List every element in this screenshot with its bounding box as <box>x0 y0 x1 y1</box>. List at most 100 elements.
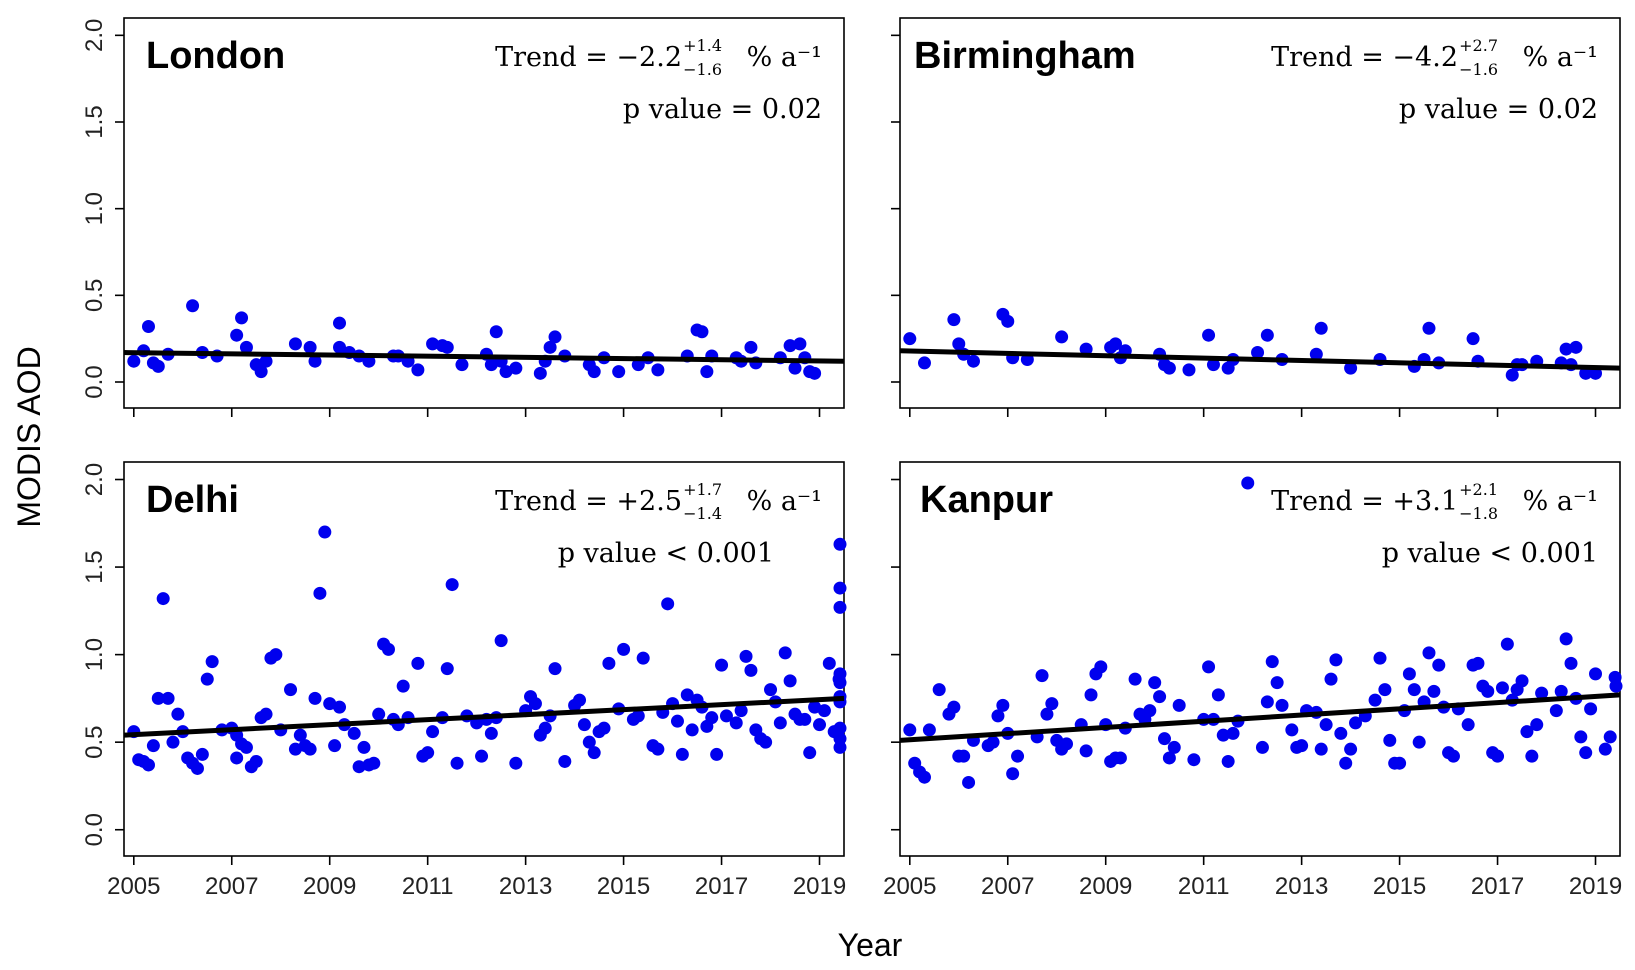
kanpur-data-point <box>1584 702 1598 716</box>
delhi-data-point <box>269 648 283 662</box>
london-data-point <box>484 358 498 372</box>
delhi-data-point <box>288 742 302 756</box>
kanpur-data-point <box>1060 737 1074 751</box>
kanpur-data-point <box>932 683 946 697</box>
birmingham-data-point <box>1251 346 1265 360</box>
delhi-data-point <box>347 726 361 740</box>
kanpur-data-point <box>947 700 961 714</box>
birmingham-data-point <box>1505 368 1519 382</box>
kanpur-data-point <box>1603 730 1617 744</box>
delhi-data-point <box>803 746 817 760</box>
kanpur-data-point <box>1148 676 1162 690</box>
london-data-point <box>440 340 454 354</box>
birmingham-trend-upper: +2.7 <box>1459 36 1498 55</box>
delhi-data-point <box>773 716 787 730</box>
kanpur-data-point <box>1427 684 1441 698</box>
kanpur-data-point <box>903 723 917 737</box>
kanpur-data-point <box>1241 476 1255 490</box>
birmingham-data-point <box>952 337 966 351</box>
delhi-x-tick-label: 2005 <box>107 873 160 900</box>
london-data-point <box>489 325 503 339</box>
kanpur-x-tick-label: 2009 <box>1079 873 1132 900</box>
kanpur-data-point <box>1432 658 1446 672</box>
delhi-data-point <box>156 592 170 606</box>
delhi-data-point <box>729 716 743 730</box>
kanpur-data-point <box>917 770 931 784</box>
delhi-data-point <box>440 662 454 676</box>
kanpur-data-point <box>1011 749 1025 763</box>
delhi-data-point <box>764 683 778 697</box>
kanpur-plot-frame <box>899 461 1621 857</box>
birmingham-data-point <box>1344 361 1358 375</box>
london-y-tick-label: 1.0 <box>81 192 108 225</box>
kanpur-x-tick-label: 2013 <box>1275 873 1328 900</box>
delhi-data-point <box>357 740 371 754</box>
kanpur-data-point <box>1045 697 1059 711</box>
delhi-data-point <box>548 662 562 676</box>
london-data-point <box>235 311 249 325</box>
delhi-data-point <box>582 735 596 749</box>
london-data-point <box>612 365 626 379</box>
kanpur-data-point <box>1202 660 1216 674</box>
kanpur-data-point <box>1559 632 1573 646</box>
birmingham-data-point <box>1579 366 1593 380</box>
kanpur-data-point <box>1006 767 1020 781</box>
delhi-x-tick-label: 2007 <box>205 873 258 900</box>
delhi-data-point <box>323 697 337 711</box>
birmingham-data-point <box>1182 363 1196 377</box>
delhi-data-point <box>303 742 317 756</box>
london-data-point <box>783 339 797 353</box>
kanpur-data-point <box>1143 704 1157 718</box>
kanpur-x-tick-label: 2019 <box>1569 873 1622 900</box>
birmingham-data-point <box>917 356 931 370</box>
london-data-point <box>793 337 807 351</box>
delhi-trend-lower: −1.4 <box>683 504 722 523</box>
kanpur-data-point <box>991 709 1005 723</box>
birmingham-data-point <box>1309 347 1323 361</box>
delhi-data-point <box>739 649 753 663</box>
kanpur-data-point <box>1324 672 1338 686</box>
delhi-x-tick-label: 2019 <box>793 873 846 900</box>
kanpur-data-point <box>1549 704 1563 718</box>
delhi-data-point <box>328 739 342 753</box>
kanpur-data-point <box>1153 690 1167 704</box>
delhi-data-point <box>475 749 489 763</box>
birmingham-data-point <box>1314 321 1328 335</box>
delhi-trend-upper: +1.7 <box>683 480 722 499</box>
london-data-point <box>151 359 165 373</box>
kanpur-data-point <box>1481 684 1495 698</box>
delhi-data-point <box>484 726 498 740</box>
delhi-data-point <box>651 742 665 756</box>
london-data-point <box>141 320 155 334</box>
kanpur-data-point <box>1564 656 1578 670</box>
delhi-data-point <box>230 751 244 765</box>
kanpur-data-point <box>1609 679 1623 693</box>
kanpur-data-point <box>1221 754 1235 768</box>
delhi-data-point <box>833 740 847 754</box>
birmingham-data-point <box>1079 342 1093 356</box>
london-data-point <box>700 365 714 379</box>
london-data-point <box>587 365 601 379</box>
kanpur-x-tick-label: 2011 <box>1178 873 1230 900</box>
kanpur-data-point <box>1084 688 1098 702</box>
london-data-point <box>127 354 141 368</box>
delhi-data-point <box>161 691 175 705</box>
delhi-data-point <box>171 707 185 721</box>
birmingham-data-point <box>947 313 961 327</box>
delhi-data-point <box>670 714 684 728</box>
delhi-data-point <box>426 725 440 739</box>
london-data-point <box>744 340 758 354</box>
delhi-data-point <box>421 746 435 760</box>
kanpur-data-point <box>1265 655 1279 669</box>
kanpur-data-point <box>1040 707 1054 721</box>
kanpur-data-point <box>1491 749 1505 763</box>
kanpur-trend-suffix: % a⁻¹ <box>1523 486 1598 517</box>
kanpur-data-point <box>1167 740 1181 754</box>
kanpur-data-point <box>1402 667 1416 681</box>
london-data-point <box>695 325 709 339</box>
delhi-data-point <box>333 700 347 714</box>
delhi-data-point <box>680 688 694 702</box>
kanpur-data-point <box>1329 653 1343 667</box>
kanpur-data-point <box>1530 718 1544 732</box>
